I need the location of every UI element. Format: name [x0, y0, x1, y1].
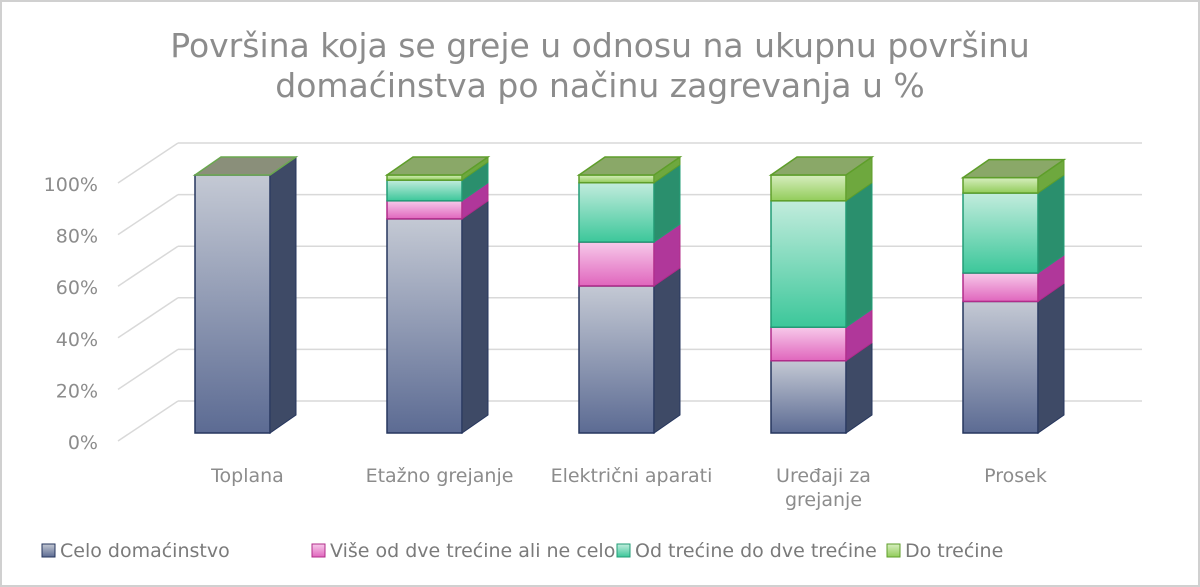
y-tick-label: 100%	[44, 174, 98, 196]
bar-segment-do-trecine	[770, 174, 847, 202]
gridline-diagonal	[117, 142, 179, 184]
bar-segment-od-trecine-do-dve-trecine	[578, 181, 655, 243]
x-tick-label: Toplana	[210, 465, 284, 487]
x-tick-label: Električni aparati	[551, 465, 713, 487]
gridline-diagonal	[117, 348, 179, 391]
bar-stack-prosek	[960, 158, 1067, 434]
bar-segment-vise-od-dve-trecine-ali-ne-celo	[770, 326, 847, 362]
legend-label: Do trećine	[905, 540, 1003, 562]
legend-item-vise-od-dve-trecine-ali-ne-celo: Više od dve trećine ali ne celo	[311, 540, 615, 562]
legend-swatch	[616, 543, 631, 558]
bar-side-celo-domacinstvo	[269, 156, 297, 434]
bar-side-celo-domacinstvo	[653, 266, 681, 434]
legend-swatch	[886, 543, 901, 558]
gridline-diagonal	[117, 193, 179, 236]
bar-stack-toplana	[192, 156, 299, 434]
legend: Celo domaćinstvo Više od dve trećine ali …	[41, 540, 1003, 562]
y-tick-label: 60%	[56, 277, 98, 299]
bar-segment-do-trecine	[578, 174, 655, 184]
bar-stack-elektricni-aparati	[576, 156, 683, 434]
bar-segment-celo-domacinstvo	[770, 360, 847, 434]
bar-side-celo-domacinstvo	[461, 199, 489, 434]
x-tick-label: Prosek	[984, 465, 1047, 487]
bar-segment-od-trecine-do-dve-trecine	[386, 179, 463, 202]
legend-item-celo-domacinstvo: Celo domaćinstvo	[41, 540, 230, 562]
legend-label: Celo domaćinstvo	[60, 540, 230, 562]
bar-top-do-trecine	[384, 156, 491, 176]
bar-segment-vise-od-dve-trecine-ali-ne-celo	[962, 272, 1039, 303]
bar-segment-celo-domacinstvo	[194, 174, 271, 434]
bar-stack-etazno-grejanje	[384, 156, 491, 434]
chart-title-line-1: Površina koja se greje u odnosu na ukupn…	[170, 26, 1030, 65]
legend-label: Više od dve trećine ali ne celo	[330, 540, 615, 562]
legend-item-do-trecine: Do trećine	[886, 540, 1003, 562]
bar-segment-vise-od-dve-trecine-ali-ne-celo	[578, 241, 655, 287]
legend-label: Od trećine do dve trećine	[635, 540, 877, 562]
gridline-diagonal	[117, 297, 179, 339]
bar-stack-uredaji-za-grejanje	[768, 156, 875, 434]
x-tick-label: grejanje	[785, 489, 862, 511]
legend-swatch	[41, 543, 56, 558]
bar-top-do-trecine	[576, 156, 683, 176]
bar-segment-do-trecine	[962, 176, 1039, 194]
x-axis-labels: Toplana Etažno grejanje Električni aparati…	[210, 465, 1047, 511]
y-tick-label: 20%	[56, 380, 98, 402]
gridline-diagonal	[117, 400, 179, 442]
bars	[192, 156, 1067, 434]
bar-segment-celo-domacinstvo	[578, 285, 655, 434]
bar-side-celo-domacinstvo	[1037, 282, 1065, 434]
bar-segment-od-trecine-do-dve-trecine	[770, 200, 847, 328]
bar-segment-celo-domacinstvo	[386, 218, 463, 434]
x-tick-label: Etažno grejanje	[366, 465, 514, 487]
bar-segment-do-trecine	[386, 174, 463, 181]
bar-segment-celo-domacinstvo	[962, 300, 1039, 434]
bar-segment-vise-od-dve-trecine-ali-ne-celo	[386, 200, 463, 220]
y-tick-label: 40%	[56, 329, 98, 351]
x-tick-label: Uređaji za	[776, 465, 871, 487]
bar-top-celo-domacinstvo	[192, 156, 299, 176]
chart-title-line-2: domaćinstva po načinu zagrevanja u %	[275, 66, 924, 105]
bar-top-do-trecine	[960, 158, 1067, 179]
bar-segment-od-trecine-do-dve-trecine	[962, 192, 1039, 274]
legend-swatch	[311, 543, 326, 558]
legend-item-od-trecine-do-dve-trecine: Od trećine do dve trećine	[616, 540, 877, 562]
bar-top-do-trecine	[768, 156, 875, 176]
y-tick-label: 0%	[68, 432, 98, 454]
gridline-diagonal	[117, 245, 179, 287]
bar-side-od-trecine-do-dve-trecine	[845, 181, 873, 329]
y-axis: 0% 20% 40% 60% 80% 100%	[44, 174, 98, 454]
y-tick-label: 80%	[56, 226, 98, 248]
